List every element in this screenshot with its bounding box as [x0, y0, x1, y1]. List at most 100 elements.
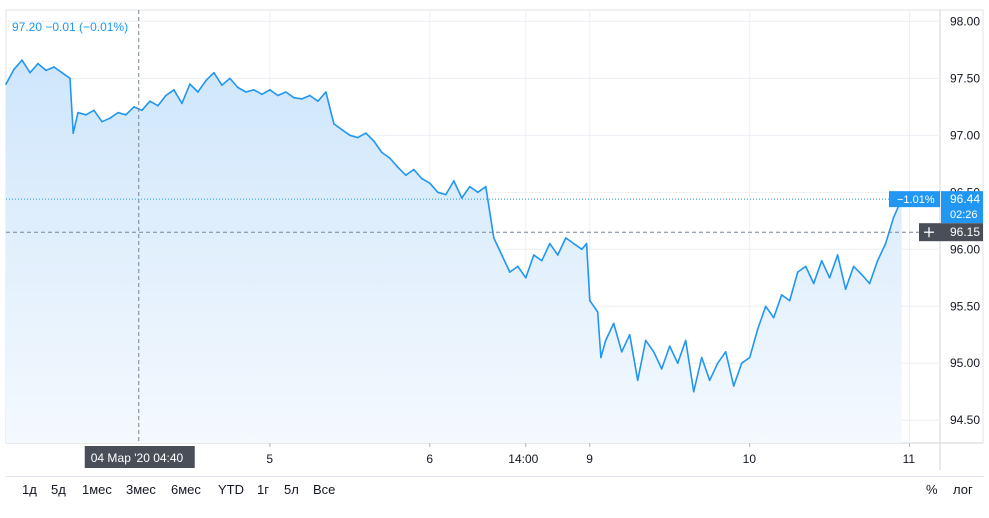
crosshair-time-text: 04 Мар '20 04:40: [91, 451, 184, 465]
range-1y-button[interactable]: 1г: [257, 482, 269, 497]
range-5d-button[interactable]: 5д: [51, 482, 66, 497]
data-point: [796, 271, 799, 273]
data-point: [652, 351, 655, 353]
data-point: [860, 273, 863, 276]
data-point: [93, 109, 95, 112]
last-price-time-text: 02:26: [950, 209, 978, 221]
data-point: [700, 356, 703, 359]
data-point: [117, 111, 119, 114]
percent-scale-toggle[interactable]: %: [926, 482, 938, 497]
data-point: [45, 69, 47, 72]
data-point: [740, 362, 743, 365]
data-point: [141, 109, 143, 112]
data-point: [437, 191, 439, 194]
data-point: [61, 71, 63, 74]
data-point: [333, 123, 335, 125]
crosshair-time-badge: [84, 446, 195, 468]
price-line: [5, 59, 903, 393]
data-point: [844, 288, 847, 290]
data-point: [596, 311, 599, 313]
data-point: [293, 96, 295, 99]
data-point: [812, 282, 815, 285]
data-point: [772, 316, 775, 319]
data-point: [269, 88, 271, 91]
data-point: [884, 242, 887, 245]
data-point: [620, 351, 623, 353]
range-5y-button[interactable]: 5л: [284, 482, 299, 497]
data-point: [828, 276, 831, 279]
x-tick-label: 5: [266, 452, 273, 466]
data-point: [604, 339, 607, 342]
data-point: [644, 339, 647, 342]
data-point: [585, 242, 588, 245]
range-1m-button[interactable]: 1мес: [82, 482, 112, 497]
range-6m-button[interactable]: 6мес: [171, 482, 201, 497]
data-point: [325, 91, 327, 93]
data-point: [564, 237, 567, 239]
data-point: [277, 94, 279, 97]
data-point: [612, 322, 615, 325]
data-point: [253, 88, 255, 91]
last-change-badge: [889, 191, 940, 208]
crosshair-price-badge: [919, 223, 983, 242]
data-point: [213, 71, 215, 74]
x-tick-label: 6: [426, 452, 433, 466]
data-point: [556, 254, 559, 256]
data-point: [660, 368, 663, 370]
last-change-text: −1.01%: [897, 194, 935, 206]
data-point: [109, 117, 111, 120]
data-point: [868, 282, 871, 285]
data-point: [405, 174, 407, 177]
data-point: [85, 114, 87, 116]
data-point: [373, 140, 375, 142]
data-point: [764, 305, 767, 308]
data-point: [69, 77, 71, 80]
log-scale-toggle[interactable]: лог: [953, 482, 973, 497]
data-point: [724, 351, 727, 353]
data-point: [149, 100, 151, 102]
range-3m-button[interactable]: 3мес: [126, 482, 156, 497]
data-point: [317, 100, 319, 102]
data-point: [421, 177, 423, 180]
data-point: [548, 242, 551, 245]
range-all-button[interactable]: Все: [313, 482, 336, 497]
last-price-badge: [941, 191, 983, 224]
range-toolbar: 1д 5д 1мес 3мес 6мес YTD 1г 5л Все % лог: [0, 477, 989, 507]
time-axis[interactable]: 5 6 14:00 9 10 11: [266, 443, 915, 466]
data-point: [397, 166, 399, 169]
data-point: [684, 339, 687, 342]
toolbar-divider: [6, 476, 984, 477]
data-point: [892, 216, 895, 219]
y-tick-label: 96.00: [950, 242, 980, 256]
data-point: [628, 333, 631, 336]
data-point: [53, 66, 55, 68]
x-tick-label: 14:00: [508, 452, 538, 466]
data-point: [580, 248, 583, 251]
data-point: [261, 93, 263, 96]
data-point: [668, 345, 671, 347]
x-tick-label: 10: [743, 452, 757, 466]
data-point: [245, 91, 247, 93]
data-point: [804, 265, 807, 268]
data-point: [205, 79, 207, 82]
data-point: [237, 86, 239, 89]
data-point: [876, 259, 879, 262]
data-point: [133, 106, 135, 108]
data-point: [285, 91, 287, 93]
range-1d-button[interactable]: 1д: [22, 482, 37, 497]
data-point: [532, 254, 535, 256]
data-point: [476, 191, 479, 194]
data-point: [181, 102, 183, 105]
data-point: [21, 59, 23, 61]
data-point: [29, 71, 31, 74]
data-point: [756, 328, 759, 330]
data-point: [125, 114, 127, 116]
data-point: [600, 356, 602, 359]
data-point: [820, 259, 823, 262]
data-point: [72, 132, 74, 134]
range-ytd-button[interactable]: YTD: [218, 482, 244, 497]
y-tick-label: 97.50: [950, 71, 980, 85]
data-point: [413, 168, 415, 171]
